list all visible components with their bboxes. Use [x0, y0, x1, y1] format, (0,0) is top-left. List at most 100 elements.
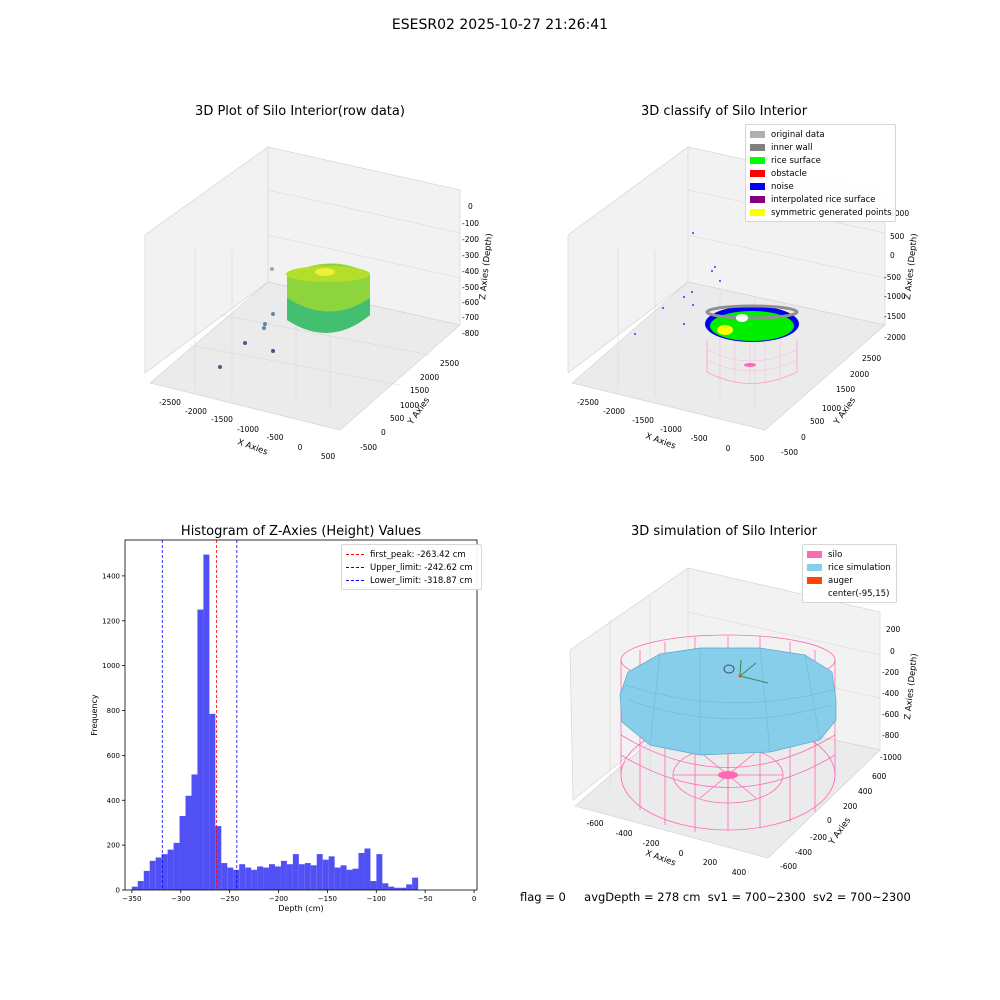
histogram-bar	[346, 869, 353, 890]
histogram-bar	[203, 554, 210, 890]
y-tick-label: 200	[107, 842, 120, 850]
tick-label: -2500	[159, 398, 181, 407]
tick-label: -2000	[603, 407, 625, 416]
tick-label: -500	[884, 273, 901, 282]
histogram-bar	[394, 887, 401, 890]
raw-x-ticks: -2500 -2000 -1500 -1000 -500 0 500	[159, 398, 335, 461]
classify-y-ticks: -500 0 500 1000 1500 2000 2500	[781, 354, 881, 457]
histogram-bar	[251, 869, 258, 890]
tick-label: 1000	[822, 404, 841, 413]
tick-label: -200	[882, 668, 899, 677]
legend-swatch	[346, 567, 364, 568]
tick-label: -400	[615, 829, 632, 838]
tick-label: 1500	[410, 386, 429, 395]
legend-entry: center(-95,15)	[807, 587, 892, 600]
legend-swatch	[750, 131, 765, 138]
legend-swatch	[750, 144, 765, 151]
classify-z-ticks: 1000 500 0 -500 -1000 -1500 -2000	[884, 209, 909, 342]
legend-label: Upper_limit: -242.62 cm	[370, 562, 473, 573]
legend-entry: first_peak: -263.42 cm	[346, 548, 477, 561]
histogram-bars	[131, 554, 419, 890]
y-tick-label: 800	[107, 707, 120, 715]
legend-label: noise	[771, 181, 794, 192]
legend-swatch	[807, 551, 822, 558]
tick-label: -1500	[884, 312, 906, 321]
tick-label: -500	[781, 448, 798, 457]
histogram-bar	[412, 877, 419, 890]
tick-label: 1500	[836, 385, 855, 394]
tick-label: -100	[462, 219, 479, 228]
legend-label: first_peak: -263.42 cm	[370, 549, 466, 560]
histogram-bar	[280, 860, 287, 890]
tick-label: 0	[679, 849, 684, 858]
tick-label: -1500	[632, 416, 654, 425]
raw-point-cloud	[218, 263, 370, 369]
simulation-y-ticks: -600 -400 -200 0 200 400 600	[780, 772, 887, 871]
y-tick-label: 1400	[102, 572, 120, 580]
histogram-bar	[310, 865, 317, 890]
x-tick-label: 0	[472, 895, 476, 903]
legend-swatch	[750, 196, 765, 203]
histogram-legend: first_peak: -263.42 cm Upper_limit: -242…	[341, 544, 482, 590]
classify-z-label: Z Axies (Depth)	[903, 233, 920, 300]
tick-label: 0	[827, 816, 832, 825]
x-tick-label: −50	[418, 895, 433, 903]
tick-label: -500	[462, 283, 479, 292]
y-tick-label: 600	[107, 752, 120, 760]
raw-y-ticks: -500 0 500 1000 1500 2000 2500	[360, 359, 459, 452]
legend-entry: original data	[750, 128, 891, 141]
legend-entry: rice surface	[750, 154, 891, 167]
tick-label: -1000	[660, 425, 682, 434]
tick-label: -600	[462, 298, 479, 307]
tick-label: -200	[810, 833, 827, 842]
tick-label: -500	[266, 433, 283, 442]
histogram-bar	[263, 867, 270, 890]
tick-label: -500	[690, 434, 707, 443]
tick-label: -1000	[884, 292, 906, 301]
simulation-axes-panes	[569, 567, 881, 859]
histogram-bar	[191, 774, 198, 890]
legend-label: rice surface	[771, 155, 821, 166]
figure-title: ESESR02 2025-10-27 21:26:41	[391, 17, 609, 33]
raw-axes-panes	[144, 146, 461, 431]
tick-label: -600	[586, 819, 603, 828]
legend-swatch	[807, 590, 822, 597]
tick-label: 200	[886, 625, 901, 634]
y-tick-label: 0	[116, 887, 120, 895]
legend-label: rice simulation	[828, 562, 891, 573]
raw-y-label: Y Axies	[406, 395, 433, 427]
raw-gridlines	[189, 189, 461, 410]
legend-swatch	[750, 170, 765, 177]
tick-label: 2500	[440, 359, 459, 368]
simulation-z-ticks: 200 0 -200 -400 -600 -800 -1000	[880, 625, 902, 762]
status-line: flag = 0 avgDepth = 278 cm sv1 = 700~230…	[520, 890, 911, 904]
legend-entry: Upper_limit: -242.62 cm	[346, 561, 477, 574]
simulation-legend: silo rice simulation auger center(-95,15…	[802, 544, 897, 603]
histogram-bar	[376, 854, 383, 890]
histogram-bar	[167, 849, 174, 890]
tick-label: 1000	[400, 401, 419, 410]
histogram-bar	[316, 854, 323, 890]
legend-swatch	[750, 157, 765, 164]
tick-label: 0	[890, 647, 895, 656]
tick-label: 0	[381, 428, 386, 437]
sv1-value: sv1 = 700~2300	[707, 890, 806, 904]
tick-label: -800	[882, 731, 899, 740]
tick-label: -600	[780, 862, 797, 871]
histogram-bar	[161, 854, 168, 890]
legend-entry: Lower_limit: -318.87 cm	[346, 574, 477, 587]
histogram-bar	[286, 864, 293, 890]
x-tick-label: −250	[220, 895, 239, 903]
y-tick-label: 1000	[102, 662, 120, 670]
histogram-bar	[352, 868, 359, 890]
tick-label: -600	[882, 710, 899, 719]
simulation-y-label: Y Axies	[827, 815, 854, 847]
x-tick-label: −300	[171, 895, 190, 903]
tick-label: 400	[858, 787, 873, 796]
histogram-bar	[209, 713, 216, 890]
tick-label: 500	[390, 414, 405, 423]
tick-label: 0	[468, 202, 473, 211]
tick-label: 500	[890, 232, 905, 241]
tick-label: 0	[298, 443, 303, 452]
legend-entry: inner wall	[750, 141, 891, 154]
